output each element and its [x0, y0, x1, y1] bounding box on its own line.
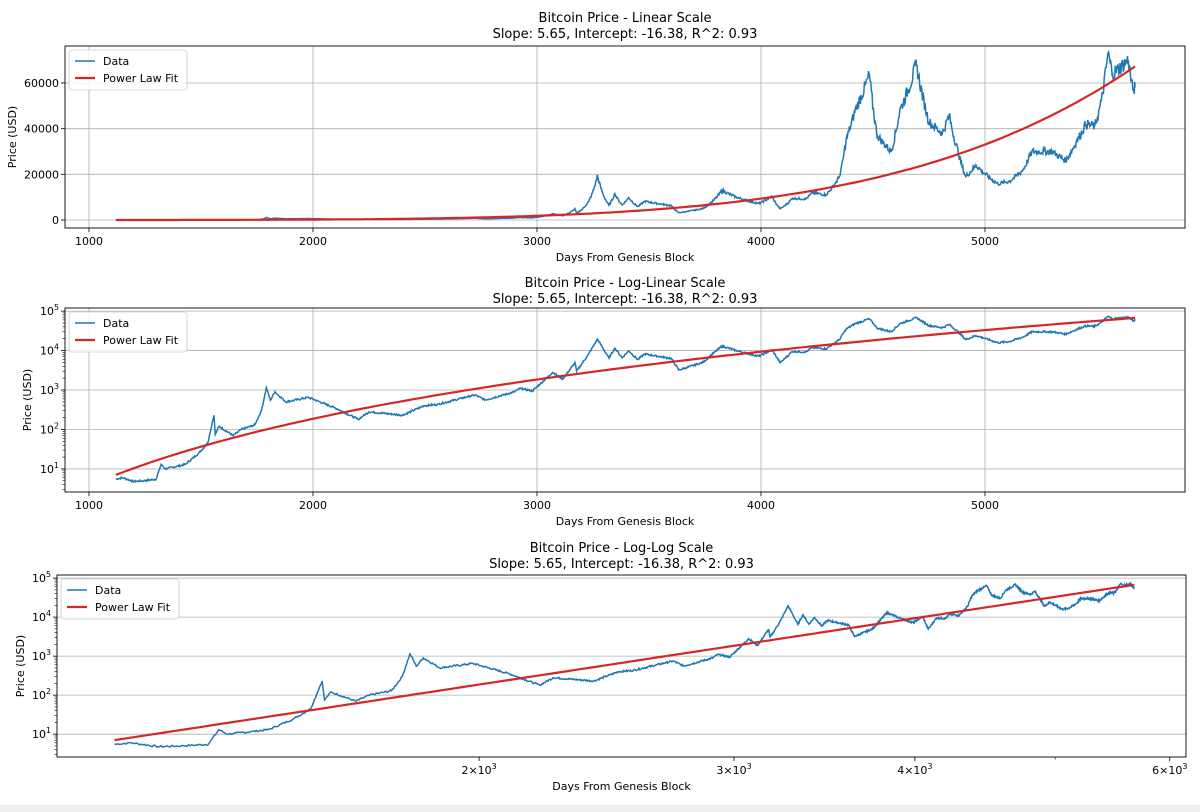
x-tick-label: 2×103	[461, 762, 496, 777]
x-tick-label: 4000	[747, 499, 775, 512]
y-tick-label: 0	[52, 214, 59, 227]
y-tick-label: 60000	[24, 77, 59, 90]
chart-subtitle: Slope: 5.65, Intercept: -16.38, R^2: 0.9…	[489, 557, 754, 572]
axes-frame	[64, 45, 1186, 229]
power-law-fit-line	[115, 316, 1136, 476]
x-tick-label: 1000	[75, 499, 103, 512]
y-tick-label: 102	[40, 421, 59, 436]
legend: Data Power Law Fit	[68, 49, 188, 91]
x-tick-label: 3000	[523, 499, 551, 512]
x-tick-label: 5000	[971, 235, 999, 248]
y-tick-label: 103	[32, 648, 51, 663]
x-tick-label: 6×103	[1152, 762, 1187, 777]
power-law-fit-line	[115, 65, 1136, 222]
x-tick-label: 2000	[299, 235, 327, 248]
chart-title: Bitcoin Price - Log-Log Scale	[530, 541, 714, 556]
chart-title: Bitcoin Price - Log-Linear Scale	[525, 276, 726, 291]
y-tick-label: 20000	[24, 168, 59, 181]
chart-subtitle: Slope: 5.65, Intercept: -16.38, R^2: 0.9…	[493, 292, 758, 307]
y-tick-label: 104	[40, 343, 59, 358]
x-tick-label: 3000	[523, 235, 551, 248]
data-line	[115, 49, 1136, 221]
x-tick-label: 3×103	[716, 762, 751, 777]
y-axis-label: Price (USD)	[6, 106, 19, 168]
y-axis-label: Price (USD)	[14, 635, 27, 697]
legend-box	[68, 49, 188, 91]
y-axis-label: Price (USD)	[21, 369, 34, 431]
legend-box	[68, 311, 188, 353]
y-tick-label: 101	[40, 461, 59, 476]
y-tick-label: 102	[32, 687, 51, 702]
x-tick-label: 1000	[75, 235, 103, 248]
legend-data-label: Data	[103, 55, 129, 68]
y-tick-label: 105	[32, 570, 51, 585]
legend-fit-label: Power Law Fit	[103, 72, 179, 85]
legend-fit-label: Power Law Fit	[95, 601, 171, 614]
bottom-strip	[0, 805, 1200, 812]
y-tick-label: 104	[32, 609, 51, 624]
chart-title: Bitcoin Price - Linear Scale	[539, 11, 712, 26]
y-tick-label: 103	[40, 382, 59, 397]
legend-data-label: Data	[103, 317, 129, 330]
x-tick-label: 4×103	[897, 762, 932, 777]
x-tick-label: 5000	[971, 499, 999, 512]
power-law-fit-line	[114, 583, 1135, 742]
legend: Data Power Law Fit	[60, 578, 180, 620]
legend: Data Power Law Fit	[68, 311, 188, 353]
chart-subtitle: Slope: 5.65, Intercept: -16.38, R^2: 0.9…	[493, 27, 758, 42]
x-axis-label: Days From Genesis Block	[552, 780, 691, 793]
y-tick-label: 40000	[24, 123, 59, 136]
axes-frame	[64, 307, 1186, 493]
legend-fit-label: Power Law Fit	[103, 334, 179, 347]
x-tick-label: 2000	[299, 499, 327, 512]
legend-data-label: Data	[95, 584, 121, 597]
axes-frame	[56, 574, 1187, 758]
x-axis-label: Days From Genesis Block	[556, 515, 695, 528]
data-line	[115, 315, 1136, 484]
x-tick-label: 4000	[747, 235, 775, 248]
x-axis-label: Days From Genesis Block	[556, 251, 695, 264]
y-tick-label: 101	[32, 726, 51, 741]
legend-box	[60, 578, 180, 620]
data-line	[114, 581, 1135, 749]
y-tick-label: 105	[40, 303, 59, 318]
